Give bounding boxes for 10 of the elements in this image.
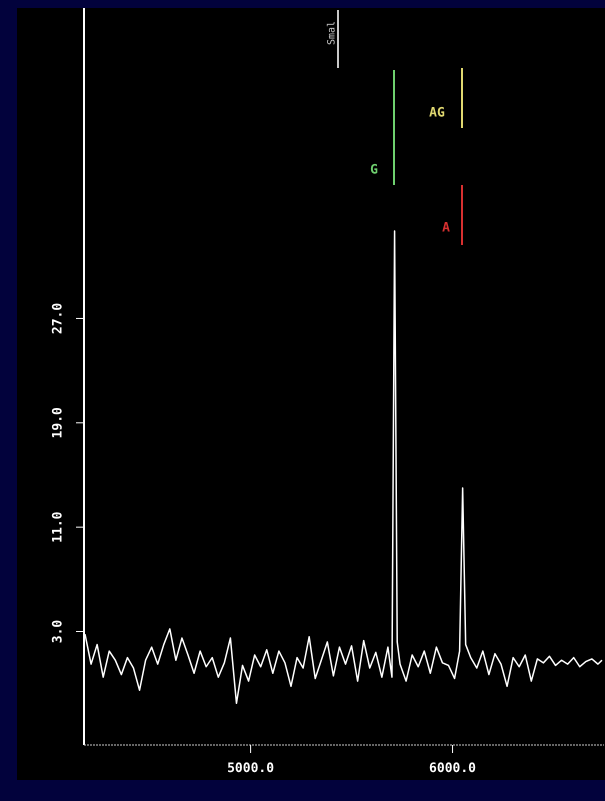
annotation: Smal [326,20,338,46]
x-tick-label: 5000.0 [227,761,274,776]
y-tick-label: 11.0 [50,511,66,543]
annotation: A [442,220,450,236]
y-tick-label: 3.0 [50,620,66,644]
y-tick-label: 19.0 [50,406,66,438]
annotation: AG [429,106,445,120]
x-tick-label: 6000.0 [429,761,476,776]
annotation: G [370,162,378,178]
y-tick-label: 27.0 [50,302,66,334]
